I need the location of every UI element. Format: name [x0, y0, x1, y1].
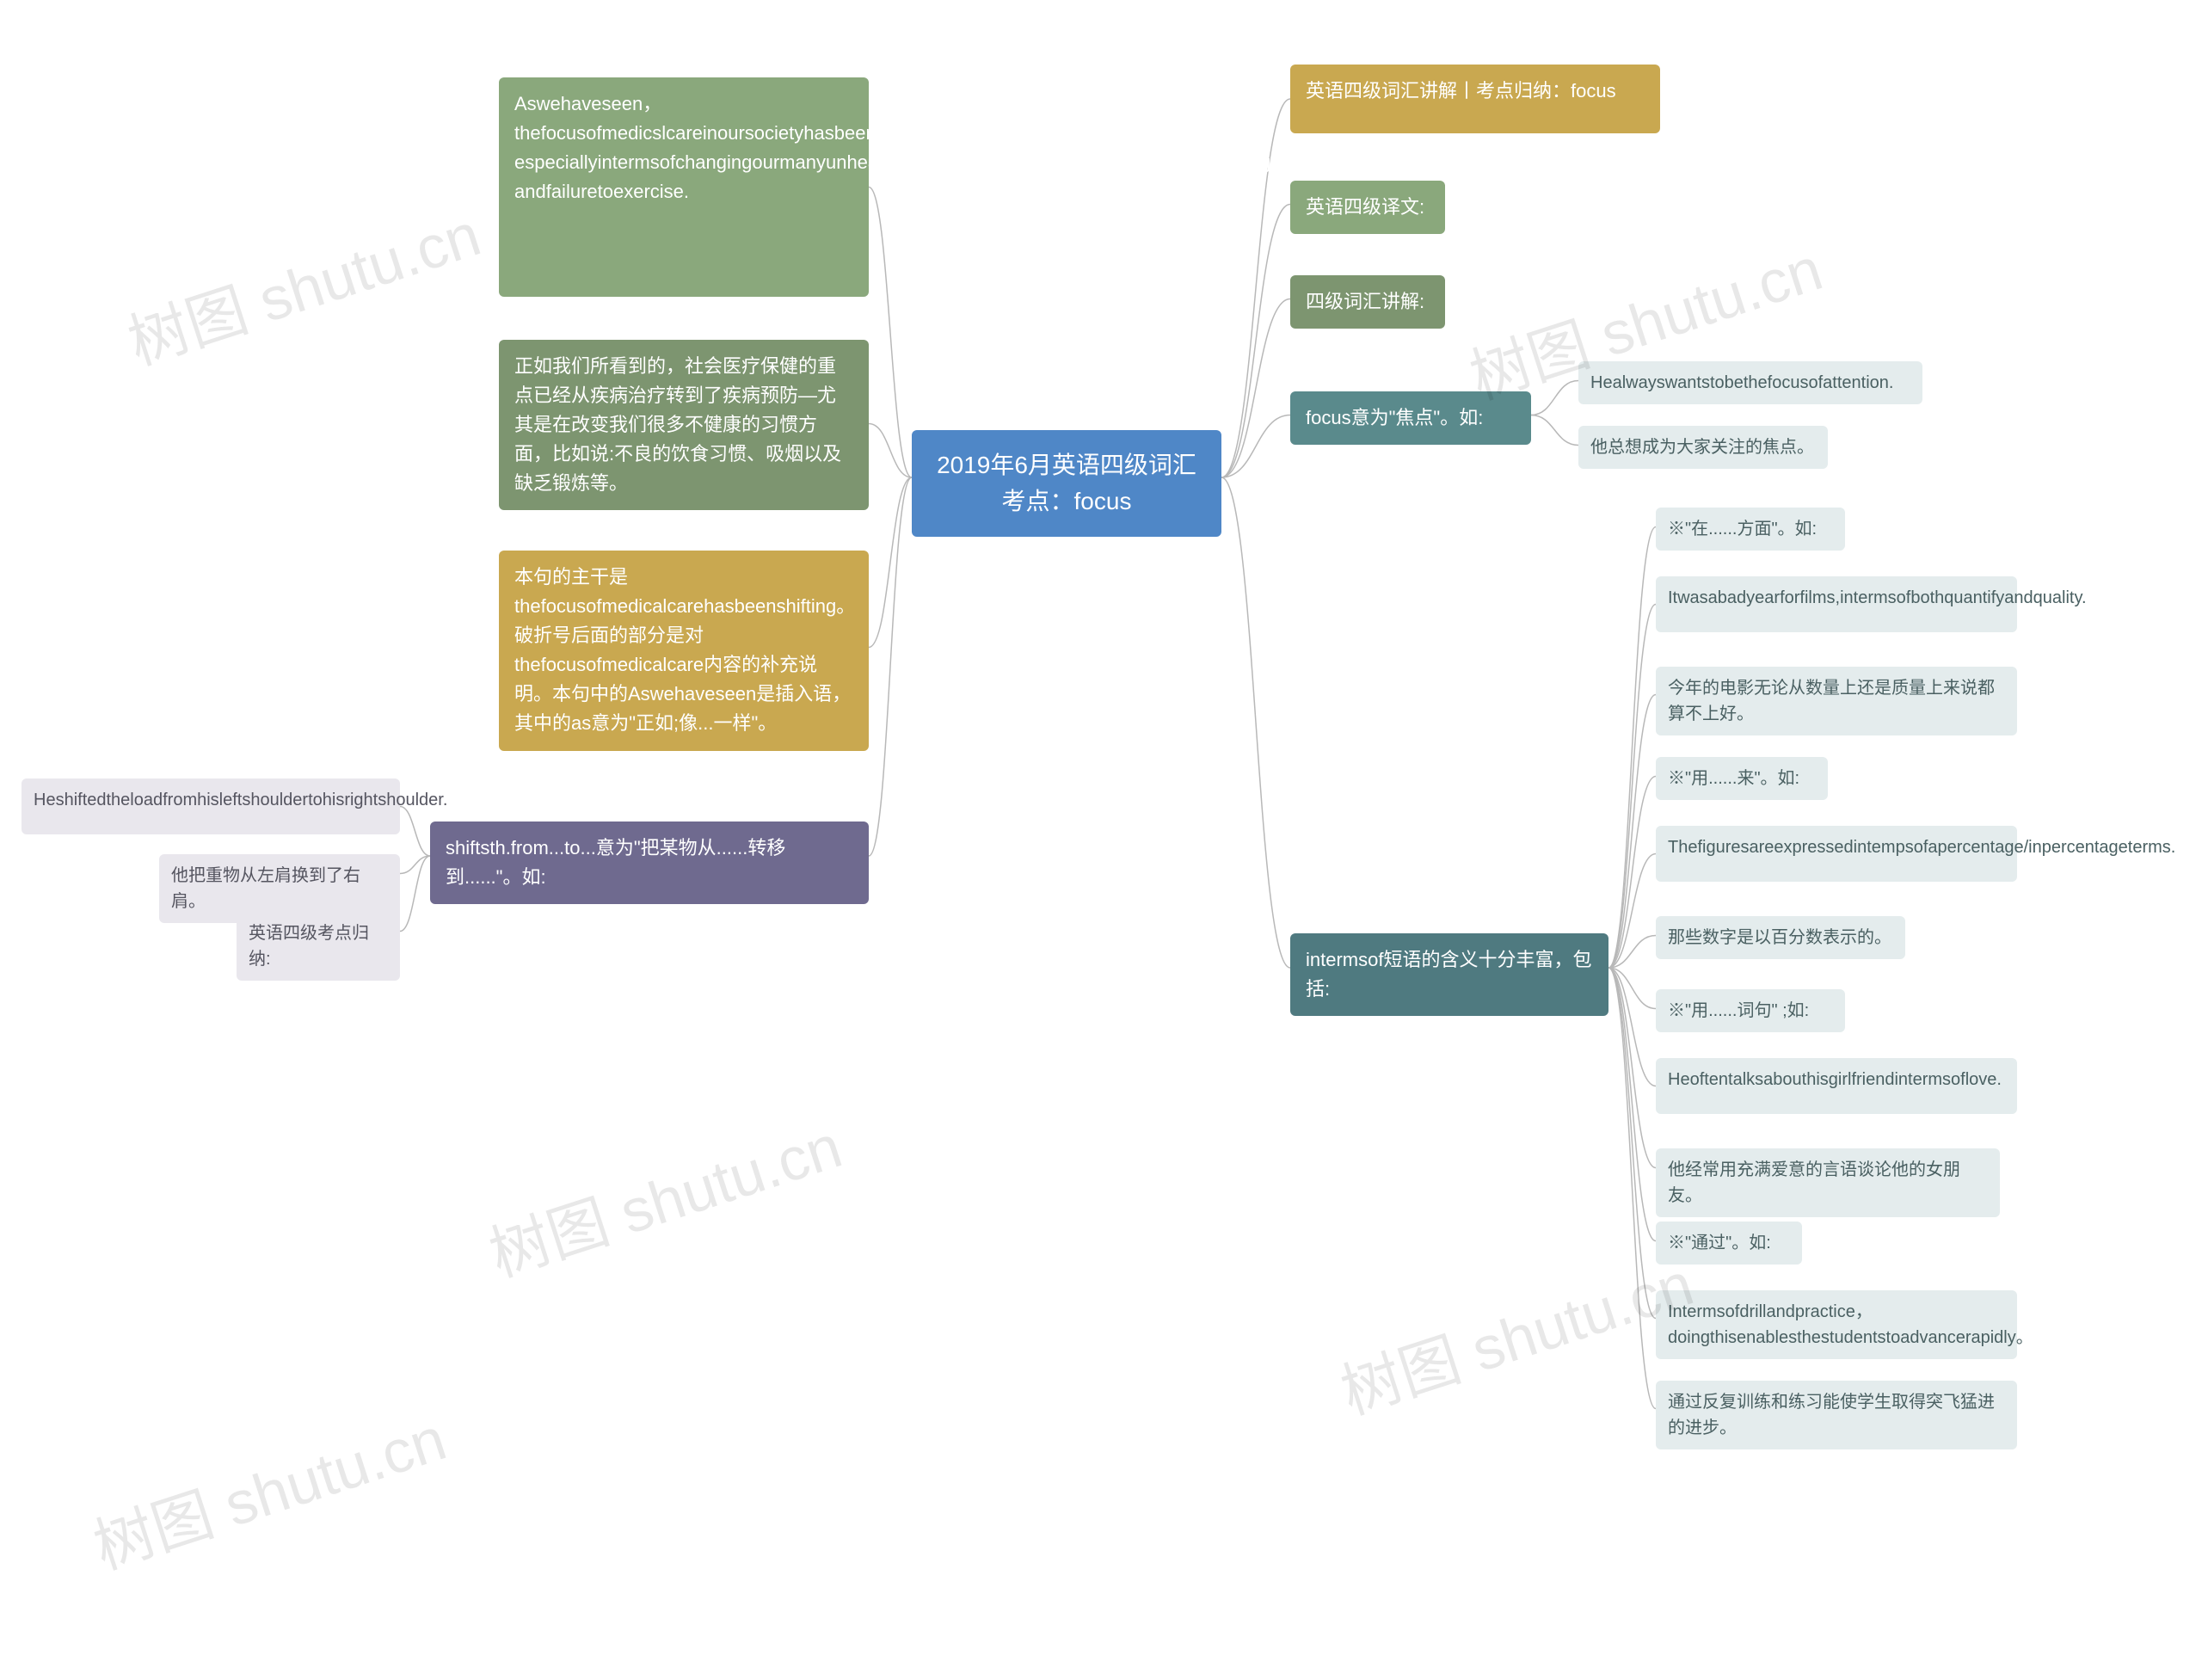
root-node: 2019年6月英语四级词汇考点：focus	[912, 430, 1221, 537]
leaf-node: 那些数字是以百分数表示的。	[1656, 916, 1905, 959]
node-label: 正如我们所看到的，社会医疗保健的重点已经从疾病治疗转到了疾病预防—尤其是在改变我…	[514, 355, 841, 494]
node-label: 通过反复训练和练习能使学生取得突飞猛进的进步。	[1668, 1393, 1995, 1437]
branch-node: Aswehaveseen，thefocusofmedicslcareinours…	[499, 77, 869, 297]
node-label: 本句的主干是thefocusofmedicalcarehasbeenshifti…	[514, 566, 855, 734]
node-label: focus意为"焦点"。如:	[1306, 407, 1483, 428]
node-label: Heshiftedtheloadfromhisleftshouldertohis…	[34, 791, 447, 809]
leaf-node: Healwayswantstobethefocusofattention.	[1578, 361, 1922, 404]
node-label: 他把重物从左肩换到了右肩。	[171, 866, 360, 911]
branch-node: 英语四级译文:	[1290, 181, 1445, 234]
leaf-node: Intermsofdrillandpractice，doingthisenabl…	[1656, 1290, 2017, 1359]
leaf-node: ※"用......来"。如:	[1656, 757, 1828, 800]
node-label: 他经常用充满爱意的言语谈论他的女朋友。	[1668, 1160, 1960, 1205]
branch-node: 正如我们所看到的，社会医疗保健的重点已经从疾病治疗转到了疾病预防—尤其是在改变我…	[499, 340, 869, 510]
node-label: Aswehaveseen，thefocusofmedicslcareinours…	[514, 93, 1289, 202]
branch-node: 本句的主干是thefocusofmedicalcarehasbeenshifti…	[499, 551, 869, 751]
node-label: ※"用......来"。如:	[1668, 769, 1799, 788]
node-label: 2019年6月英语四级词汇考点：focus	[937, 452, 1196, 514]
branch-node: intermsof短语的含义十分丰富，包括:	[1290, 933, 1608, 1016]
node-label: 英语四级考点归纳:	[249, 924, 369, 969]
leaf-node: ※"在......方面"。如:	[1656, 508, 1845, 551]
leaf-node: 英语四级考点归纳:	[237, 912, 400, 981]
node-label: Itwasabadyearforfilms,intermsofbothquant…	[1668, 588, 2087, 607]
leaf-node: Thefiguresareexpressedintempsofapercenta…	[1656, 826, 2017, 882]
branch-node: 四级词汇讲解:	[1290, 275, 1445, 329]
watermark: 树图 shutu.cn	[477, 1098, 852, 1294]
leaf-node: 通过反复训练和练习能使学生取得突飞猛进的进步。	[1656, 1381, 2017, 1449]
branch-node: shiftsth.from...to...意为"把某物从......转移到...…	[430, 822, 869, 904]
leaf-node: Itwasabadyearforfilms,intermsofbothquant…	[1656, 576, 2017, 632]
node-label: Healwayswantstobethefocusofattention.	[1590, 373, 1893, 392]
branch-node: focus意为"焦点"。如:	[1290, 391, 1531, 445]
node-label: ※"用......词句" ;如:	[1668, 1001, 1809, 1020]
watermark: 树图 shutu.cn	[1329, 1236, 1703, 1431]
node-label: 英语四级词汇讲解丨考点归纳：focus	[1306, 80, 1616, 102]
node-label: 那些数字是以百分数表示的。	[1668, 928, 1891, 947]
node-label: 英语四级译文:	[1306, 196, 1424, 218]
node-label: Thefiguresareexpressedintempsofapercenta…	[1668, 838, 2175, 857]
node-label: 四级词汇讲解:	[1306, 291, 1424, 312]
node-label: 他总想成为大家关注的焦点。	[1590, 438, 1814, 457]
node-label: shiftsth.from...to...意为"把某物从......转移到...…	[446, 837, 785, 888]
leaf-node: 今年的电影无论从数量上还是质量上来说都算不上好。	[1656, 667, 2017, 735]
branch-node: 英语四级词汇讲解丨考点归纳：focus	[1290, 65, 1660, 133]
node-label: intermsof短语的含义十分丰富，包括:	[1306, 949, 1591, 1000]
watermark: 树图 shutu.cn	[116, 187, 490, 382]
node-label: Intermsofdrillandpractice，doingthisenabl…	[1668, 1302, 2033, 1347]
watermark: 树图 shutu.cn	[82, 1391, 456, 1586]
node-label: 今年的电影无论从数量上还是质量上来说都算不上好。	[1668, 679, 1995, 723]
leaf-node: Heshiftedtheloadfromhisleftshouldertohis…	[22, 778, 400, 834]
node-label: Heoftentalksabouthisgirlfriendintermsofl…	[1668, 1070, 2002, 1089]
node-label: ※"通过"。如:	[1668, 1234, 1771, 1252]
leaf-node: ※"通过"。如:	[1656, 1222, 1802, 1265]
mindmap-canvas: 2019年6月英语四级词汇考点：focus Aswehaveseen，thefoc…	[0, 0, 2202, 1680]
node-label: ※"在......方面"。如:	[1668, 520, 1817, 538]
leaf-node: 他经常用充满爱意的言语谈论他的女朋友。	[1656, 1148, 2000, 1217]
leaf-node: 他总想成为大家关注的焦点。	[1578, 426, 1828, 469]
leaf-node: ※"用......词句" ;如:	[1656, 989, 1845, 1032]
leaf-node: Heoftentalksabouthisgirlfriendintermsofl…	[1656, 1058, 2017, 1114]
